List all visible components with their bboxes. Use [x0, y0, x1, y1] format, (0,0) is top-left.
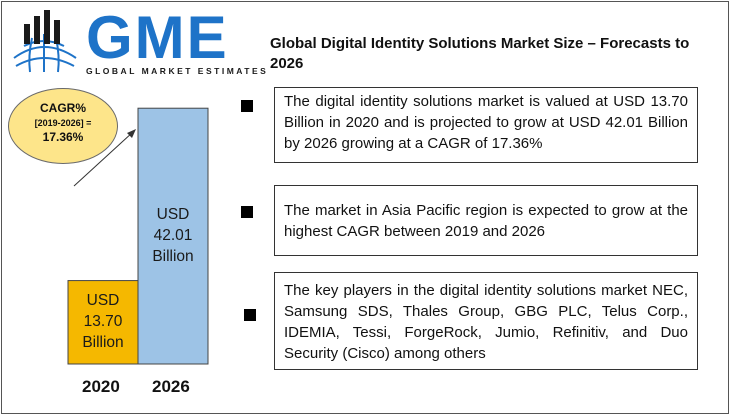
bullet-box-2: The market in Asia Pacific region is exp…: [274, 185, 698, 256]
cagr-label: CAGR%: [39, 101, 86, 115]
bar-value-line: Billion: [82, 334, 124, 352]
bar-2026: [137, 107, 209, 365]
bar-value-line: 13.70: [83, 313, 123, 331]
growth-arrow-head: [127, 129, 136, 138]
bar-value-line: USD: [156, 206, 190, 224]
market-size-bar-chart: [67, 107, 209, 365]
bar-value-label-2020: USD 13.70 Billion: [68, 290, 138, 353]
bullet-marker-2: [241, 206, 253, 218]
x-tick-label-2026: 2026: [152, 377, 190, 396]
bar-value-label-2026: USD 42.01 Billion: [138, 204, 208, 267]
logo-tagline: GLOBAL MARKET ESTIMATES: [86, 66, 269, 76]
globe-icon: [13, 10, 77, 73]
bar-value-line: Billion: [152, 248, 194, 266]
cagr-value: 17.36%: [42, 130, 84, 144]
bullet-marker-3: [244, 309, 256, 321]
growth-arrow: [73, 131, 134, 187]
cagr-bubble: CAGR% [2019-2026] = 17.36%: [8, 88, 118, 164]
bar-value-line: USD: [86, 292, 120, 310]
bullet-marker-1: [241, 100, 253, 112]
logo-wordmark: GME: [86, 4, 229, 71]
cagr-period: [2019-2026] =: [34, 118, 92, 128]
gme-logo: GME GLOBAL MARKET ESTIMATES: [6, 4, 266, 78]
page-title: Global Digital Identity Solutions Market…: [270, 35, 690, 72]
bar-value-line: 42.01: [153, 227, 193, 245]
bullet-box-1: The digital identity solutions market is…: [274, 87, 698, 163]
x-tick-label-2020: 2020: [82, 377, 120, 396]
bullet-box-3: The key players in the digital identity …: [274, 272, 698, 370]
